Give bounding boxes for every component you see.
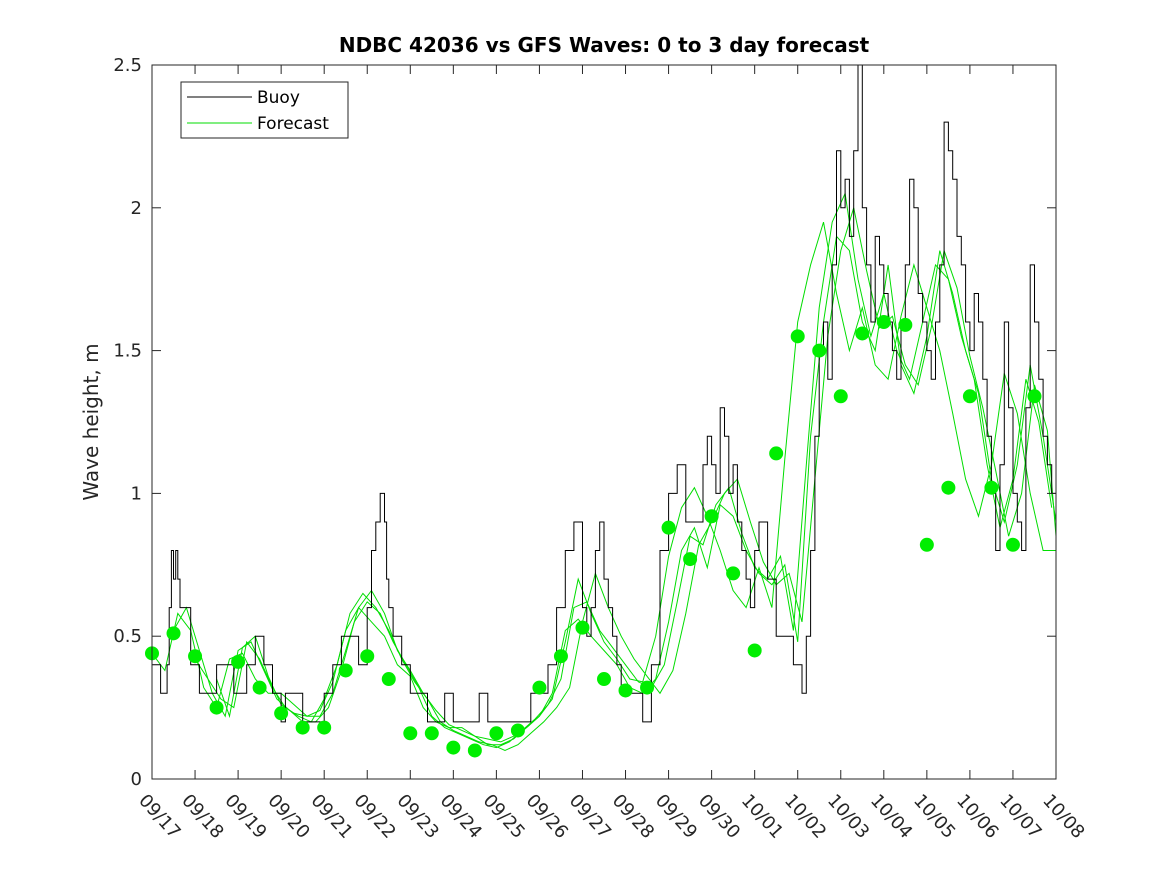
forecast-line xyxy=(173,191,1053,749)
y-tick-label: 2.5 xyxy=(113,55,142,76)
legend-buoy-label: Buoy xyxy=(257,88,300,108)
forecast-marker xyxy=(295,720,310,735)
forecast-marker xyxy=(274,706,289,721)
forecast-marker xyxy=(489,726,504,741)
buoy-line xyxy=(152,64,1056,723)
forecast-marker xyxy=(403,726,418,741)
marker-layer xyxy=(145,315,1042,758)
plot-area xyxy=(152,65,1056,779)
series-layer xyxy=(151,64,1057,751)
forecast-marker xyxy=(919,537,934,552)
forecast-marker xyxy=(467,743,482,758)
forecast-marker xyxy=(252,680,267,695)
forecast-marker xyxy=(855,326,870,341)
forecast-marker xyxy=(317,720,332,735)
forecast-marker xyxy=(338,663,353,678)
y-tick-label: 0.5 xyxy=(113,626,142,647)
y-tick-label: 2 xyxy=(131,198,142,219)
forecast-marker xyxy=(510,723,525,738)
forecast-marker xyxy=(1027,389,1042,404)
forecast-line xyxy=(216,221,1056,743)
forecast-marker xyxy=(747,643,762,658)
forecast-marker xyxy=(597,672,611,687)
chart-title: NDBC 42036 vs GFS Waves: 0 to 3 day fore… xyxy=(339,33,870,57)
forecast-marker xyxy=(941,480,956,495)
forecast-marker xyxy=(984,480,999,495)
forecast-marker xyxy=(532,680,547,695)
forecast-marker xyxy=(209,700,224,715)
forecast-marker xyxy=(726,566,741,581)
forecast-marker xyxy=(683,552,698,567)
forecast-marker xyxy=(618,683,633,698)
forecast-marker xyxy=(188,649,203,664)
forecast-marker xyxy=(876,315,891,330)
forecast-marker xyxy=(446,740,461,755)
forecast-marker xyxy=(575,620,590,635)
y-axis-label: Wave height, m xyxy=(79,343,103,500)
y-tick-label: 0 xyxy=(131,769,142,790)
forecast-marker xyxy=(424,726,439,741)
forecast-marker xyxy=(360,649,375,664)
y-axis: 0 0.5 1 1.5 2 2.5 xyxy=(113,55,1056,790)
forecast-marker xyxy=(381,672,396,687)
legend-box xyxy=(180,81,349,139)
y-tick-label: 1.5 xyxy=(113,341,142,362)
forecast-marker xyxy=(661,520,676,535)
forecast-marker xyxy=(166,626,181,641)
y-tick-label: 1 xyxy=(131,483,142,504)
forecast-marker xyxy=(790,329,805,344)
axes-box xyxy=(151,64,1057,780)
forecast-marker xyxy=(833,389,848,404)
legend-forecast-label: Forecast xyxy=(257,114,329,134)
forecast-marker xyxy=(812,343,827,358)
forecast-marker xyxy=(1005,537,1020,552)
forecast-marker xyxy=(640,680,655,695)
forecast-marker xyxy=(231,654,246,669)
forecast-marker xyxy=(704,509,719,524)
forecast-marker xyxy=(898,317,913,332)
forecast-marker xyxy=(553,649,568,664)
forecast-marker xyxy=(962,389,977,404)
legend: Buoy Forecast xyxy=(180,81,349,139)
forecast-marker xyxy=(769,446,784,461)
